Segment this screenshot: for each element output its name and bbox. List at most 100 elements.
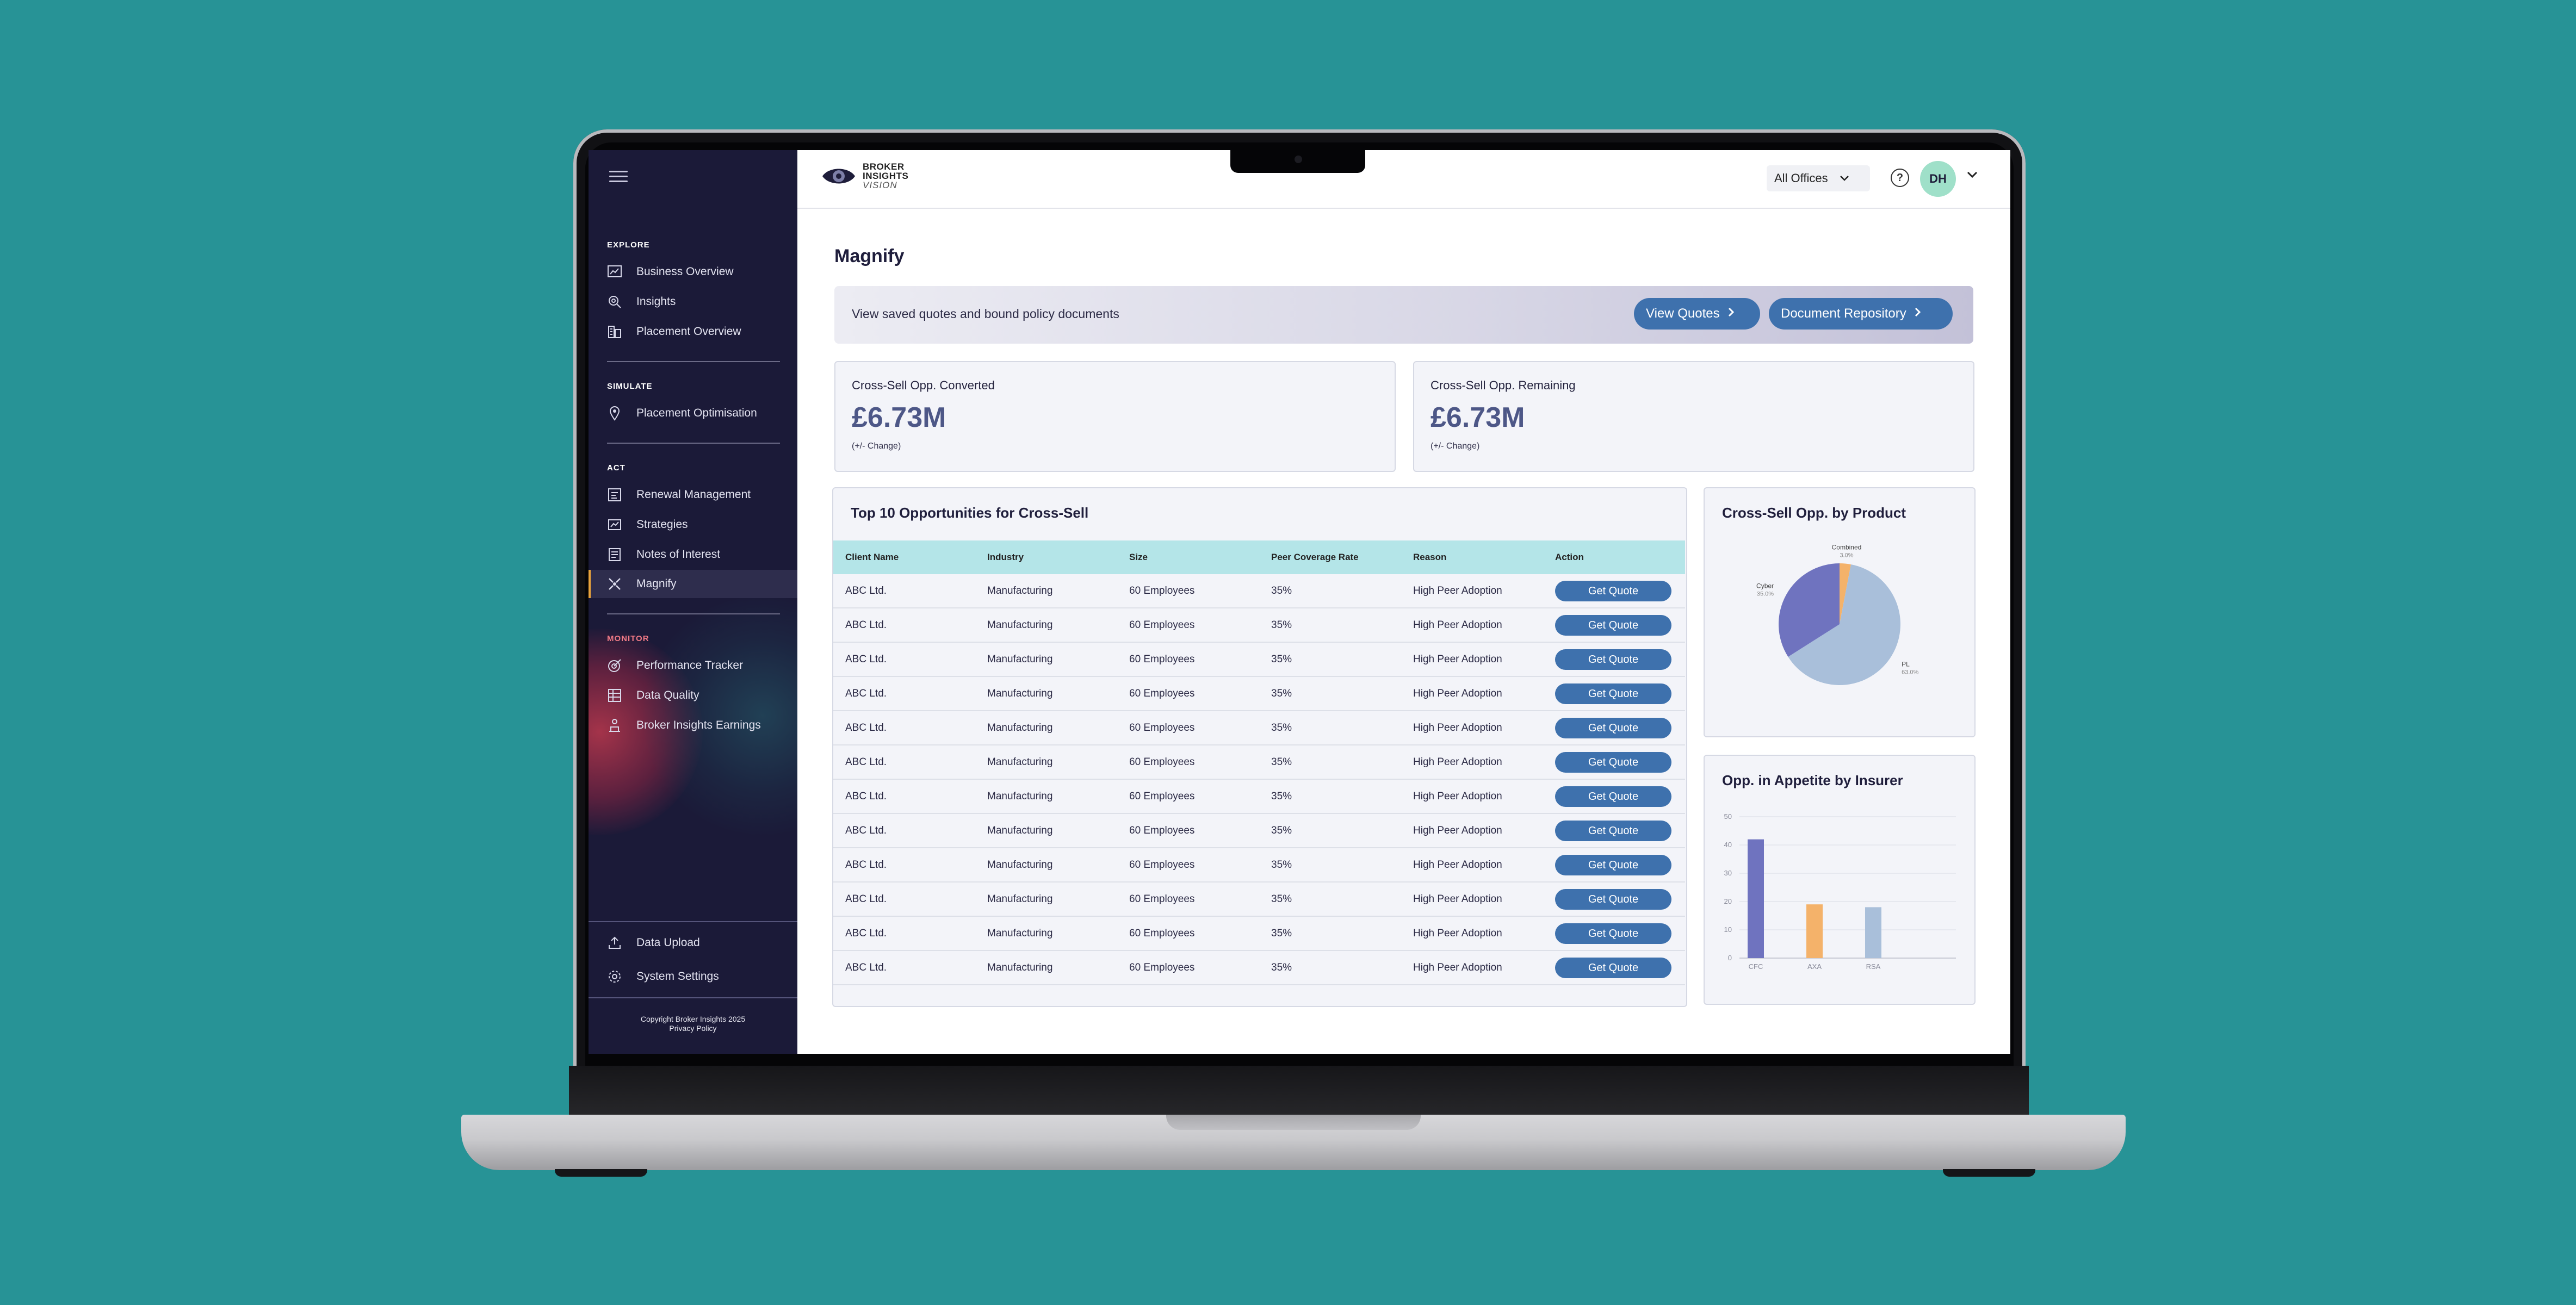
kpi-label: Cross-Sell Opp. Converted <box>852 378 995 392</box>
get-quote-button[interactable]: Get Quote <box>1555 957 1671 978</box>
sidebar-item-notes-of-interest[interactable]: Notes of Interest <box>589 540 797 569</box>
table-cell-industry: Manufacturing <box>975 676 1117 711</box>
sidebar-item-insights[interactable]: Insights <box>589 288 797 316</box>
magnify-icon <box>607 576 622 592</box>
get-quote-button[interactable]: Get Quote <box>1555 854 1671 875</box>
sidebar-item-label: Insights <box>636 295 676 308</box>
sidebar-item-data-quality[interactable]: Data Quality <box>589 681 797 710</box>
table-cell-size: 60 Employees <box>1117 608 1259 643</box>
sidebar-item-magnify[interactable]: Magnify <box>589 570 797 598</box>
sidebar-item-placement-optimisation[interactable]: Placement Optimisation <box>589 399 797 427</box>
table-cell-client: ABC Ltd. <box>833 642 975 677</box>
get-quote-button[interactable]: Get Quote <box>1555 717 1671 738</box>
sidebar: EXPLORE Business Overview Insights Place… <box>589 150 797 1054</box>
get-quote-button[interactable]: Get Quote <box>1555 751 1671 773</box>
table-cell-rate: 35% <box>1259 574 1401 608</box>
sidebar-item-data-upload[interactable]: Data Upload <box>589 929 797 957</box>
data-quality-icon <box>607 688 622 703</box>
pie-label: Combined <box>1832 544 1862 551</box>
table-cell-size: 60 Employees <box>1117 916 1259 951</box>
document-repository-label: Document Repository <box>1781 306 1906 321</box>
sidebar-item-strategies[interactable]: Strategies <box>589 511 797 539</box>
kpi-card-converted: Cross-Sell Opp. Converted £6.73M (+/- Ch… <box>834 361 1396 472</box>
sidebar-footer-divider <box>589 997 797 998</box>
chevron-right-icon <box>1914 306 1922 321</box>
table-cell-industry: Manufacturing <box>975 916 1117 951</box>
sidebar-divider <box>607 443 780 444</box>
get-quote-button[interactable]: Get Quote <box>1555 614 1671 636</box>
table-cell-rate: 35% <box>1259 745 1401 780</box>
y-tick-label: 30 <box>1724 869 1732 877</box>
sidebar-item-performance-tracker[interactable]: Performance Tracker <box>589 651 797 680</box>
view-quotes-button[interactable]: View Quotes <box>1634 298 1760 330</box>
get-quote-button[interactable]: Get Quote <box>1555 580 1671 601</box>
sidebar-item-placement-overview[interactable]: Placement Overview <box>589 318 797 346</box>
table-cell-size: 60 Employees <box>1117 848 1259 883</box>
sidebar-item-business-overview[interactable]: Business Overview <box>589 258 797 286</box>
x-tick-label: AXA <box>1807 962 1822 971</box>
get-quote-button[interactable]: Get Quote <box>1555 683 1671 704</box>
table-body: ABC Ltd. Manufacturing 60 Employees 35% High… <box>833 574 1685 985</box>
pie-slice-pl[interactable] <box>1788 564 1900 685</box>
sidebar-item-renewal-management[interactable]: Renewal Management <box>589 481 797 509</box>
table-cell-industry: Manufacturing <box>975 711 1117 745</box>
bar-chart: 0 10 20 30 40 50 CFC AXA RSA <box>1724 812 1956 971</box>
y-tick-label: 50 <box>1724 812 1732 821</box>
column-header: Client Name <box>833 540 975 574</box>
logo-line-1: BROKER <box>863 161 905 172</box>
pie-slice-combined[interactable] <box>1840 563 1851 624</box>
table-cell-client: ABC Ltd. <box>833 745 975 780</box>
table-cell-action: Get Quote <box>1543 711 1685 745</box>
bar-axa[interactable] <box>1806 904 1823 958</box>
chart-icon <box>607 264 622 279</box>
table-cell-reason: High Peer Adoption <box>1401 848 1543 883</box>
table-cell-rate: 35% <box>1259 882 1401 917</box>
bar-cfc[interactable] <box>1748 839 1764 958</box>
insights-icon <box>607 294 622 309</box>
logo[interactable]: BROKER INSIGHTS VISION <box>821 162 908 190</box>
get-quote-button[interactable]: Get Quote <box>1555 923 1671 944</box>
sidebar-item-label: Magnify <box>636 577 677 590</box>
table-cell-client: ABC Ltd. <box>833 950 975 985</box>
document-repository-button[interactable]: Document Repository <box>1769 298 1953 330</box>
table-row: ABC Ltd. Manufacturing 60 Employees 35% High… <box>833 711 1685 745</box>
table-cell-reason: High Peer Adoption <box>1401 676 1543 711</box>
kpi-change: (+/- Change) <box>852 442 901 451</box>
privacy-policy-link[interactable]: Privacy Policy <box>669 1024 717 1033</box>
table-row: ABC Ltd. Manufacturing 60 Employees 35% High… <box>833 813 1685 848</box>
get-quote-button[interactable]: Get Quote <box>1555 888 1671 910</box>
page-title: Magnify <box>834 246 905 266</box>
table-cell-rate: 35% <box>1259 676 1401 711</box>
section-label-act: ACT <box>607 463 626 473</box>
renewal-icon <box>607 487 622 502</box>
table-cell-reason: High Peer Adoption <box>1401 813 1543 848</box>
sidebar-item-broker-insights-earnings[interactable]: Broker Insights Earnings <box>589 711 797 739</box>
get-quote-button[interactable]: Get Quote <box>1555 649 1671 670</box>
kpi-value: £6.73M <box>1431 402 1525 433</box>
table-cell-size: 60 Employees <box>1117 711 1259 745</box>
table-cell-industry: Manufacturing <box>975 745 1117 780</box>
hamburger-icon[interactable] <box>609 167 628 186</box>
table-cell-action: Get Quote <box>1543 779 1685 814</box>
bar-rsa[interactable] <box>1865 907 1881 958</box>
avatar[interactable]: DH <box>1920 161 1956 197</box>
table-cell-action: Get Quote <box>1543 950 1685 985</box>
office-select[interactable]: All Offices <box>1767 165 1870 191</box>
table-row: ABC Ltd. Manufacturing 60 Employees 35% High… <box>833 882 1685 917</box>
chevron-down-icon[interactable] <box>1966 171 1979 182</box>
table-cell-client: ABC Ltd. <box>833 916 975 951</box>
help-icon[interactable]: ? <box>1891 169 1909 187</box>
pie-slice-cyber[interactable] <box>1779 563 1840 657</box>
table-cell-reason: High Peer Adoption <box>1401 642 1543 677</box>
kpi-change: (+/- Change) <box>1431 442 1480 451</box>
pie-chart-title: Cross-Sell Opp. by Product <box>1722 505 1906 521</box>
logo-line-2: INSIGHTS <box>863 171 909 181</box>
laptop-opening-groove <box>1166 1115 1421 1130</box>
get-quote-button[interactable]: Get Quote <box>1555 786 1671 807</box>
table-cell-action: Get Quote <box>1543 676 1685 711</box>
get-quote-button[interactable]: Get Quote <box>1555 820 1671 841</box>
y-tick-label: 40 <box>1724 841 1732 849</box>
sidebar-item-system-settings[interactable]: System Settings <box>589 962 797 991</box>
section-label-explore: EXPLORE <box>607 240 650 250</box>
table-cell-reason: High Peer Adoption <box>1401 882 1543 917</box>
